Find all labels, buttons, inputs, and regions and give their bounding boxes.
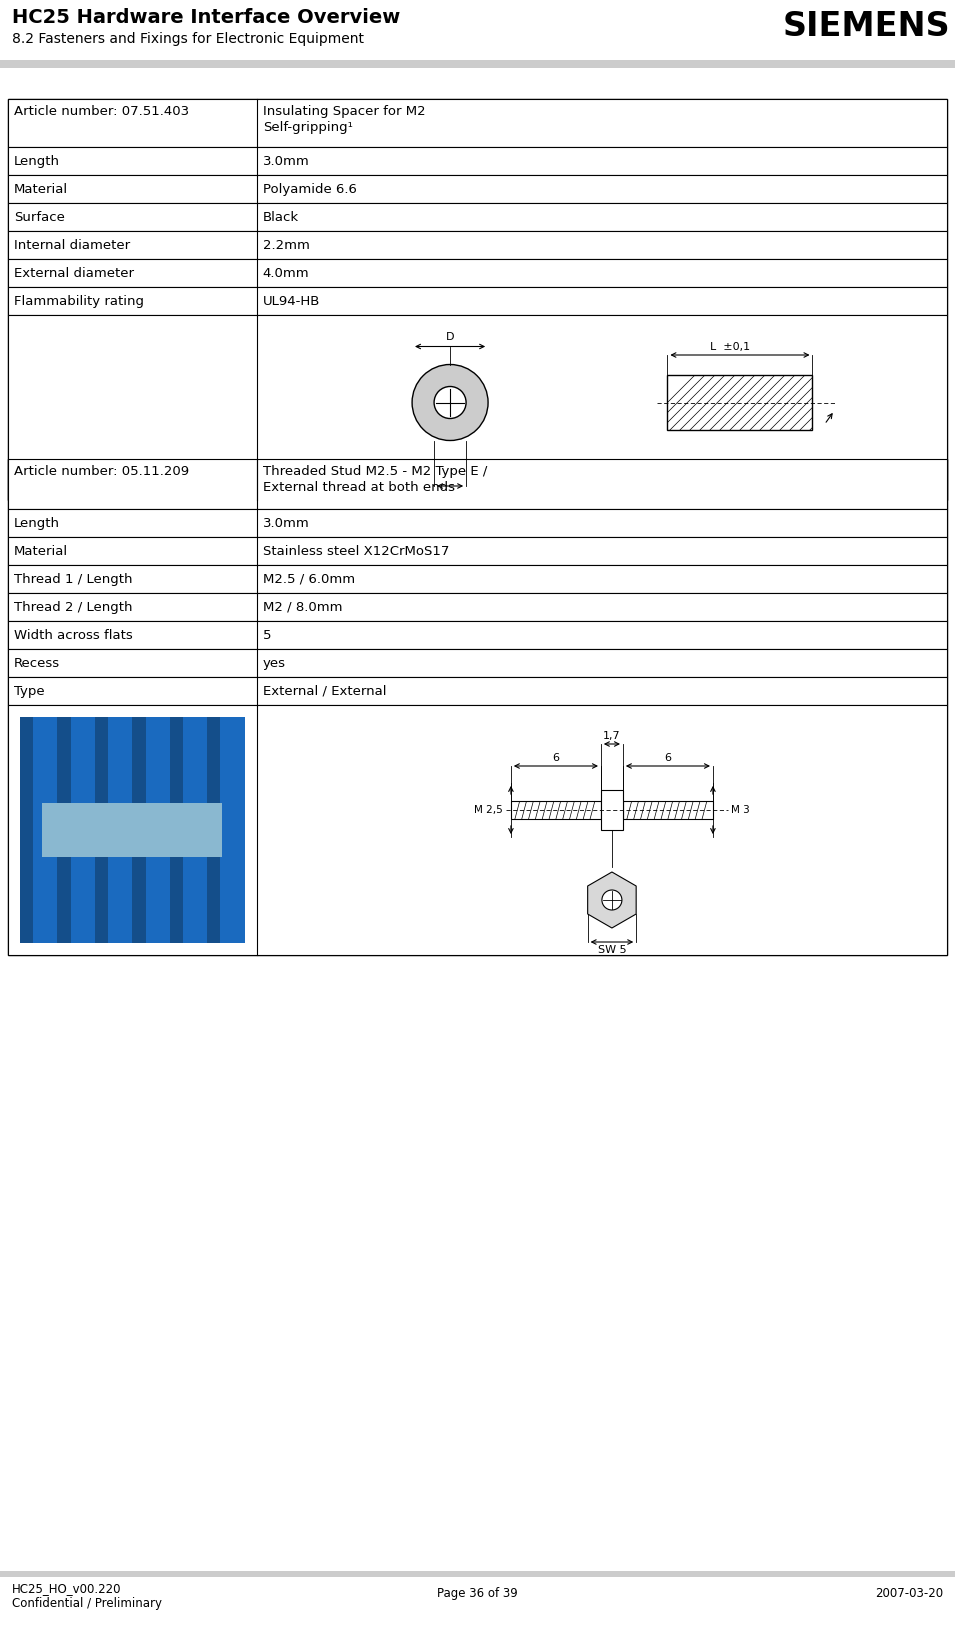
Bar [668,375,813,429]
Text: 6: 6 [552,752,560,764]
Text: 1,7: 1,7 [604,731,621,741]
Bar [8,459,947,510]
Bar [8,315,947,500]
Text: Self-gripping¹: Self-gripping¹ [263,121,352,134]
Bar [8,98,947,148]
Text: Internal diameter: Internal diameter [14,239,130,252]
Bar [0,61,955,67]
Text: External thread at both ends: External thread at both ends [263,480,455,493]
Text: Stainless steel X12CrMoS17: Stainless steel X12CrMoS17 [263,546,449,557]
Text: External diameter: External diameter [14,267,134,280]
Text: Black: Black [263,211,299,225]
Bar [133,716,145,942]
Text: Recess: Recess [14,657,60,670]
Circle shape [435,387,466,418]
Text: 3.0mm: 3.0mm [263,516,309,529]
Text: ¹  2 spacers are delivered with DSB75 Support Board: ¹ 2 spacers are delivered with DSB75 Sup… [33,508,346,521]
Text: Insulating Spacer for M2: Insulating Spacer for M2 [263,105,426,118]
Bar [8,203,947,231]
Text: 5: 5 [263,629,271,642]
Text: Threaded Stud M2.5 - M2 Type E /: Threaded Stud M2.5 - M2 Type E / [263,465,487,479]
Text: Article number: 07.51.403: Article number: 07.51.403 [14,105,189,118]
Text: M2.5 / 6.0mm: M2.5 / 6.0mm [263,574,355,587]
Text: HC25 Hardware Interface Overview: HC25 Hardware Interface Overview [12,8,400,26]
Text: 3.0mm: 3.0mm [263,156,309,169]
Text: yes: yes [263,657,286,670]
Text: Article number: 05.11.209: Article number: 05.11.209 [14,465,189,479]
Text: UL94-HB: UL94-HB [263,295,320,308]
Text: Polyamide 6.6: Polyamide 6.6 [263,184,357,197]
Bar [8,677,947,705]
Text: Thread 2 / Length: Thread 2 / Length [14,602,133,615]
Text: Material: Material [14,546,68,557]
Text: Length: Length [14,516,60,529]
Bar [8,621,947,649]
Text: SW 5: SW 5 [598,946,626,956]
Bar [511,801,601,820]
Bar [8,231,947,259]
Bar [8,148,947,175]
Bar [8,98,947,500]
Text: Flammability rating: Flammability rating [14,295,144,308]
Text: Thread 1 / Length: Thread 1 / Length [14,574,133,587]
Bar [623,801,713,820]
Text: M2 / 8.0mm: M2 / 8.0mm [263,602,342,615]
Bar [207,716,221,942]
Text: Page 36 of 39: Page 36 of 39 [436,1587,518,1600]
Text: L  ±0,1: L ±0,1 [710,343,750,352]
Circle shape [412,364,488,441]
Bar [8,259,947,287]
Text: Width across flats: Width across flats [14,629,133,642]
Circle shape [602,890,622,910]
Bar [0,1572,955,1577]
Bar [8,705,947,956]
Text: M 2,5: M 2,5 [475,805,503,815]
Bar [170,716,183,942]
Bar [42,803,223,857]
Bar [8,538,947,565]
Bar [95,716,108,942]
Text: 6: 6 [665,752,671,764]
Text: M 3: M 3 [731,805,750,815]
Bar [20,716,244,942]
Text: Confidential / Preliminary: Confidential / Preliminary [12,1596,162,1609]
Text: 2.2mm: 2.2mm [263,239,309,252]
Bar [8,459,947,956]
Text: 4.0mm: 4.0mm [263,267,309,280]
Text: D: D [446,333,455,343]
Bar [8,287,947,315]
Text: Surface: Surface [14,211,65,225]
Text: External / External: External / External [263,685,387,698]
Bar [8,649,947,677]
Bar [8,175,947,203]
Text: Length: Length [14,156,60,169]
Text: 8.2 Fasteners and Fixings for Electronic Equipment: 8.2 Fasteners and Fixings for Electronic… [12,33,364,46]
Bar [8,593,947,621]
Bar [601,790,623,829]
Text: Type: Type [14,685,45,698]
Bar [20,716,33,942]
Text: Material: Material [14,184,68,197]
Text: 2007-03-20: 2007-03-20 [875,1587,943,1600]
Text: SIEMENS: SIEMENS [782,10,950,43]
Polygon shape [587,872,636,928]
Bar [8,510,947,538]
Bar [8,565,947,593]
Text: HC25_HO_v00.220: HC25_HO_v00.220 [12,1582,121,1595]
Bar [57,716,71,942]
Text: d: d [452,488,459,498]
